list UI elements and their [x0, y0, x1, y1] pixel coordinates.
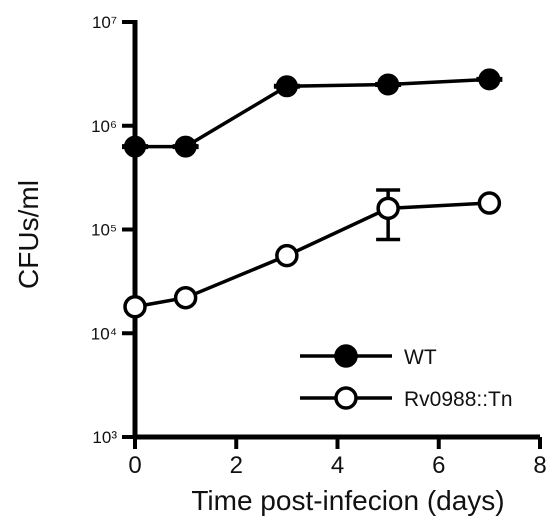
data-point-filled: [176, 137, 196, 157]
data-point-open: [277, 246, 297, 266]
data-point-open: [176, 288, 196, 308]
x-axis-title: Time post-infecion (days): [191, 485, 504, 516]
y-tick-label: 10⁵: [91, 221, 117, 240]
data-point-filled: [125, 137, 145, 157]
data-point-filled: [378, 74, 398, 94]
y-tick-label: 10⁴: [91, 324, 117, 343]
legend-label: Rv0988::Tn: [404, 388, 513, 411]
data-point-filled: [479, 69, 499, 89]
y-axis-title: CFUs/ml: [13, 180, 44, 289]
y-tick-label: 10⁶: [91, 117, 117, 136]
y-tick-label: 10³: [92, 428, 117, 447]
x-tick-label: 4: [331, 452, 344, 479]
x-tick-label: 0: [128, 452, 141, 479]
plot-area: [122, 69, 502, 316]
legend-marker-open: [336, 388, 356, 408]
legend-marker-filled: [336, 346, 356, 366]
legend-label: WT: [404, 346, 437, 369]
x-tick-label: 2: [230, 452, 243, 479]
x-tick-label: 6: [432, 452, 445, 479]
data-point-filled: [277, 76, 297, 96]
data-point-open: [479, 193, 499, 213]
data-point-open: [378, 198, 398, 218]
x-tick-label: 8: [533, 452, 546, 479]
data-point-open: [125, 297, 145, 317]
y-tick-label: 10⁷: [92, 13, 117, 32]
